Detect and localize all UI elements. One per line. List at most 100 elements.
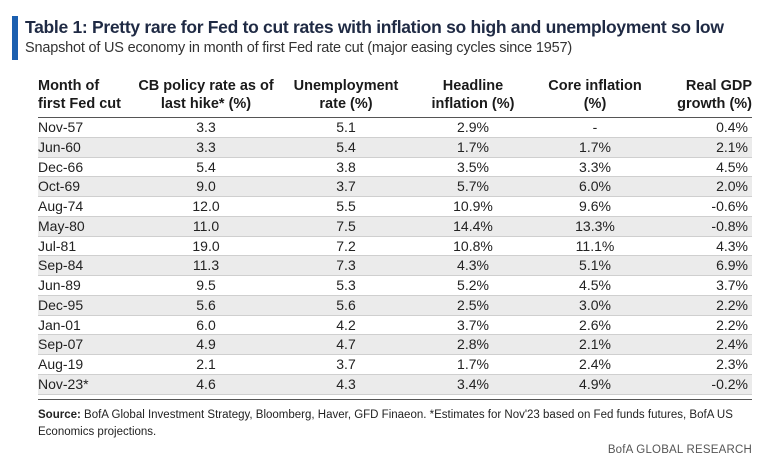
row-month-cell: Aug-19 [38, 354, 130, 375]
table-cell: 0.4% [654, 117, 752, 138]
table-row: Aug-74 12.0 5.5 10.9% 9.6% -0.6% [38, 196, 752, 217]
table-cell: 5.2% [410, 275, 536, 296]
table-cell: 5.1% [536, 255, 654, 276]
table-cell: -0.6% [654, 196, 752, 217]
row-month-cell: Aug-74 [38, 196, 130, 217]
table-title: Table 1: Pretty rare for Fed to cut rate… [25, 17, 724, 37]
row-month-cell: Sep-84 [38, 255, 130, 276]
table-cell: 5.3 [282, 275, 410, 296]
table-cell: 2.1 [130, 354, 282, 375]
table-cell: 12.0 [130, 196, 282, 217]
table-cell: 3.3% [536, 157, 654, 178]
table-cell: 2.0% [654, 176, 752, 197]
row-month-cell: Jun-89 [38, 275, 130, 296]
table-bottom-rule [38, 399, 752, 400]
table-row: Nov-57 3.3 5.1 2.9% -0.4% [38, 117, 752, 138]
table-header-row: Month of first Fed cut CB policy rate as o… [38, 77, 752, 118]
data-table: Month of first Fed cut CB policy rate as o… [38, 77, 752, 395]
table-cell: 3.7 [282, 176, 410, 197]
table-cell: 11.1% [536, 236, 654, 257]
table-cell: 5.6 [130, 295, 282, 316]
column-header-line: rate (%) [319, 96, 373, 112]
table-cell: 2.9% [410, 117, 536, 138]
table-cell: 1.7% [410, 354, 536, 375]
table-row: Aug-19 2.1 3.7 1.7% 2.4% 2.3% [38, 354, 752, 375]
table-cell: 3.7 [282, 354, 410, 375]
table-cell: 9.0 [130, 176, 282, 197]
brand-label: BofA GLOBAL RESEARCH [607, 444, 752, 456]
table-cell: 2.3% [654, 354, 752, 375]
table-cell: 2.4% [536, 354, 654, 375]
table-cell: 4.9% [536, 374, 654, 395]
table-cell: 14.4% [410, 216, 536, 237]
table-cell: 3.7% [654, 275, 752, 296]
table-cell: 5.1 [282, 117, 410, 138]
table-row: Sep-84 11.3 7.3 4.3% 5.1% 6.9% [38, 255, 752, 276]
table-cell: - [536, 117, 654, 138]
table-cell: 1.7% [410, 137, 536, 158]
column-header-line: Month of [38, 78, 100, 94]
table-cell: 6.9% [654, 255, 752, 276]
table-row: Nov-23* 4.6 4.3 3.4% 4.9% -0.2% [38, 374, 752, 395]
table-cell: 2.6% [536, 315, 654, 336]
table-row: Sep-07 4.9 4.7 2.8% 2.1% 2.4% [38, 334, 752, 355]
table-body: Nov-57 3.3 5.1 2.9% -0.4% Jun-60 3.3 5.4 1.7% 1.7… [38, 117, 752, 395]
column-header-line: Unemployment [293, 78, 399, 94]
table-row: Dec-66 5.4 3.8 3.5% 3.3% 4.5% [38, 157, 752, 178]
table-cell: 6.0% [536, 176, 654, 197]
row-month-cell: Jan-01 [38, 315, 130, 336]
table-row: Oct-69 9.0 3.7 5.7% 6.0% 2.0% [38, 176, 752, 197]
table-cell: 5.5 [282, 196, 410, 217]
column-header-line: growth (%) [677, 96, 752, 112]
column-header-line: first Fed cut [38, 96, 121, 112]
column-header-line: Core inflation [548, 78, 642, 94]
table-cell: 3.7% [410, 315, 536, 336]
data-table-container: Month of first Fed cut CB policy rate as o… [38, 77, 752, 395]
title-accent-bar [12, 16, 18, 60]
table-row: Jul-81 19.0 7.2 10.8% 11.1% 4.3% [38, 236, 752, 257]
table-cell: 4.2 [282, 315, 410, 336]
table-cell: 4.5% [536, 275, 654, 296]
table-cell: 2.5% [410, 295, 536, 316]
table-cell: 11.0 [130, 216, 282, 237]
table-cell: 2.8% [410, 334, 536, 355]
table-cell: 4.5% [654, 157, 752, 178]
column-header-4: Core inflation (%) [536, 77, 654, 118]
table-cell: 2.1% [536, 334, 654, 355]
column-header-0: Month of first Fed cut [38, 77, 130, 118]
source-label: Source: [38, 409, 81, 421]
column-header-line: Real GDP [685, 78, 752, 94]
table-cell: 5.4 [282, 137, 410, 158]
table-cell: 7.2 [282, 236, 410, 257]
table-cell: 1.7% [536, 137, 654, 158]
table-cell: 6.0 [130, 315, 282, 336]
table-cell: 3.4% [410, 374, 536, 395]
table-cell: 2.2% [654, 295, 752, 316]
row-month-cell: Jun-60 [38, 137, 130, 158]
table-cell: 5.6 [282, 295, 410, 316]
table-row: Jun-60 3.3 5.4 1.7% 1.7% 2.1% [38, 137, 752, 158]
row-month-cell: Dec-95 [38, 295, 130, 316]
row-month-cell: Nov-23* [38, 374, 130, 395]
table-cell: 4.3% [410, 255, 536, 276]
column-header-line: Headline [442, 78, 504, 94]
table-cell: 4.6 [130, 374, 282, 395]
column-header-line: CB policy rate as of [138, 78, 274, 94]
table-row: Jan-01 6.0 4.2 3.7% 2.6% 2.2% [38, 315, 752, 336]
row-month-cell: Nov-57 [38, 117, 130, 138]
table-row: Jun-89 9.5 5.3 5.2% 4.5% 3.7% [38, 275, 752, 296]
column-header-line: inflation (%) [431, 96, 515, 112]
table-cell: 5.7% [410, 176, 536, 197]
table-row: Dec-95 5.6 5.6 2.5% 3.0% 2.2% [38, 295, 752, 316]
table-cell: -0.2% [654, 374, 752, 395]
table-cell: 7.5 [282, 216, 410, 237]
table-cell: 11.3 [130, 255, 282, 276]
table-cell: 2.1% [654, 137, 752, 158]
table-cell: 3.8 [282, 157, 410, 178]
table-cell: 4.3 [282, 374, 410, 395]
table-cell: 2.2% [654, 315, 752, 336]
column-header-line: last hike* (%) [160, 96, 252, 112]
column-header-1: CB policy rate as of last hike* (%) [130, 77, 282, 118]
source-text: BofA Global Investment Strategy, Bloombe… [38, 409, 733, 438]
table-cell: 9.6% [536, 196, 654, 217]
